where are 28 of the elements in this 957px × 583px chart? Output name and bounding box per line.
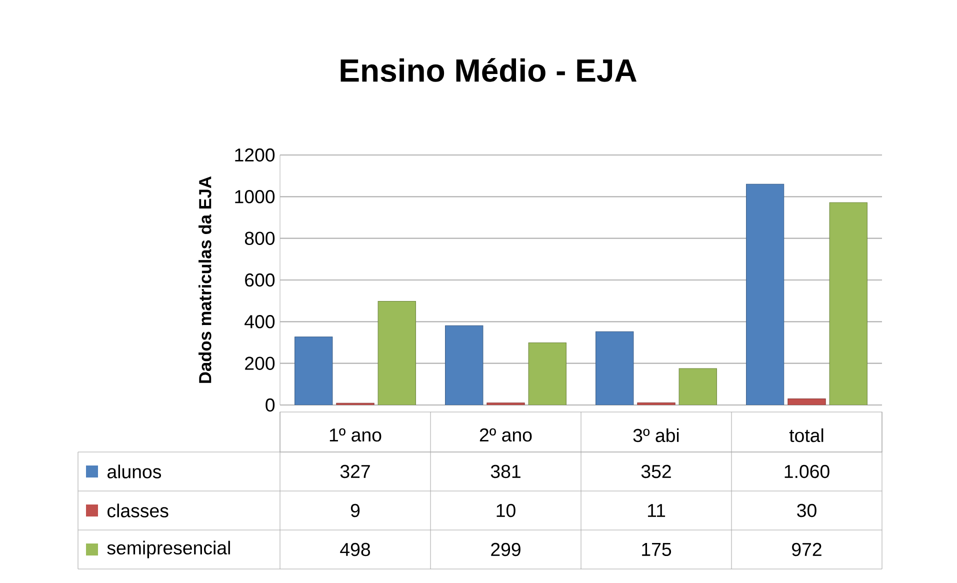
y-tick-label: 400 bbox=[244, 315, 275, 328]
y-axis-title: Dados matriculas da EJA bbox=[198, 176, 212, 383]
x-tick-label: 3º abi bbox=[633, 428, 679, 442]
data-label: 9 bbox=[350, 504, 360, 518]
data-label: 381 bbox=[490, 464, 520, 478]
data-label: 11 bbox=[648, 504, 666, 517]
legend-label: classes bbox=[108, 504, 168, 518]
data-label: 972 bbox=[792, 542, 822, 556]
data-label: 327 bbox=[340, 464, 370, 478]
data-label: 10 bbox=[496, 504, 516, 518]
y-tick-label: 200 bbox=[245, 356, 275, 370]
chart-title: Ensino Médio - EJA bbox=[340, 58, 637, 82]
y-tick-label: 1000 bbox=[235, 190, 275, 204]
y-tick-label: 1200 bbox=[235, 148, 275, 162]
legend-label: semipresencial bbox=[107, 540, 230, 558]
legend-label: alunos bbox=[108, 464, 162, 478]
x-tick-label: 1º ano bbox=[330, 428, 382, 442]
data-label: 352 bbox=[641, 464, 671, 478]
data-label: 498 bbox=[340, 542, 370, 556]
x-tick-label: total bbox=[789, 428, 824, 442]
data-label: 175 bbox=[642, 542, 672, 556]
y-tick-label: 800 bbox=[244, 232, 275, 245]
data-label: 1.060 bbox=[784, 464, 830, 478]
y-tick-label: 600 bbox=[245, 273, 275, 287]
x-tick-label: 2º ano bbox=[480, 428, 532, 442]
y-tick-label: 0 bbox=[266, 398, 275, 412]
data-label: 30 bbox=[797, 504, 816, 518]
data-label: 299 bbox=[491, 542, 520, 556]
